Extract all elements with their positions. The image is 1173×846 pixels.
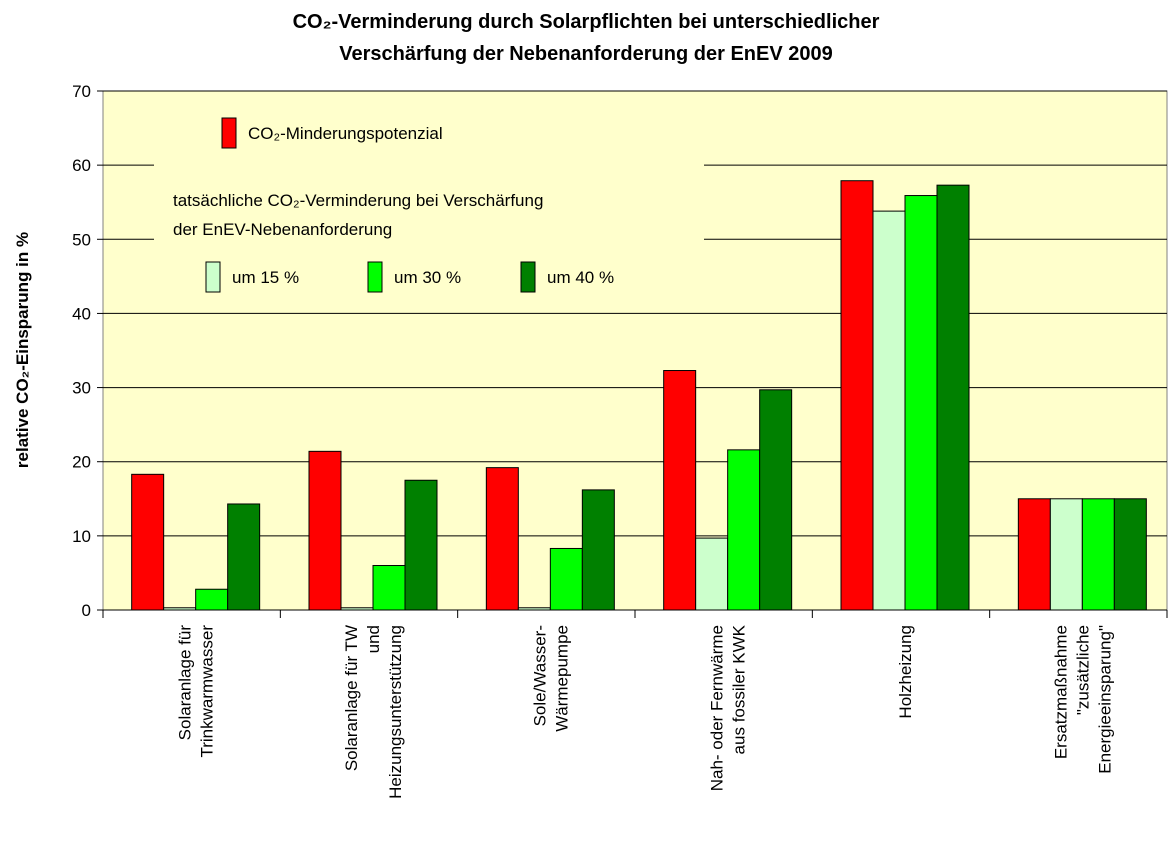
bar	[759, 389, 793, 611]
bar	[581, 489, 615, 611]
bar	[936, 184, 970, 611]
bar	[663, 370, 697, 611]
legend-label: CO₂-Minderungspotenzial	[248, 124, 443, 143]
bar	[549, 547, 583, 611]
bar	[727, 449, 761, 611]
x-tick-label: "zusätzliche	[1073, 625, 1092, 715]
x-tick-label: Solaranlage für	[176, 625, 195, 741]
legend-title: tatsächliche CO₂-Verminderung bei Versch…	[173, 191, 543, 210]
y-axis-label: relative CO₂-Einsparung in %	[13, 232, 32, 468]
legend-swatch	[221, 117, 237, 149]
bar	[1113, 498, 1147, 611]
bar	[404, 479, 438, 611]
bar	[131, 473, 165, 611]
bar	[340, 607, 374, 611]
x-tick-label: Sole/Wasser-	[530, 625, 549, 726]
legend-label: um 30 %	[394, 268, 461, 287]
y-tick-label: 70	[72, 82, 91, 101]
y-tick-label: 20	[72, 453, 91, 472]
chart-title: CO₂-Verminderung durch Solarpflichten be…	[293, 11, 880, 33]
legend-label: um 40 %	[547, 268, 614, 287]
bar	[1081, 498, 1115, 611]
legend-label: um 15 %	[232, 268, 299, 287]
y-tick-label: 30	[72, 379, 91, 398]
x-tick-label: Wärmepumpe	[552, 625, 571, 732]
bar	[372, 565, 406, 611]
bar	[227, 503, 261, 611]
bar	[872, 210, 906, 611]
x-tick-label: aus fossiler KWK	[730, 624, 749, 754]
x-tick-label: Ersatzmaßnahme	[1051, 625, 1070, 759]
bar	[195, 588, 229, 611]
y-tick-label: 0	[82, 601, 91, 620]
legend-swatch	[520, 261, 536, 293]
bar	[1049, 498, 1083, 611]
bar	[308, 450, 342, 611]
x-tick-label: Energieeinsparung"	[1095, 625, 1114, 774]
bar	[517, 607, 551, 611]
legend-title: der EnEV-Nebenanforderung	[173, 220, 392, 239]
x-tick-label: Heizungsunterstützung	[386, 625, 405, 799]
x-tick-label: Nah- oder Fernwärme	[708, 625, 727, 791]
x-tick-label: und	[364, 625, 383, 653]
bar	[904, 195, 938, 611]
legend-box	[154, 100, 704, 300]
chart-title: Verschärfung der Nebenanforderung der En…	[339, 43, 832, 65]
bar	[695, 537, 729, 611]
x-tick-label: Solaranlage für TW	[342, 625, 361, 771]
x-tick-label: Holzheizung	[896, 625, 915, 719]
y-tick-label: 40	[72, 304, 91, 323]
bar	[1017, 498, 1051, 611]
bar	[840, 180, 874, 611]
bar	[485, 467, 519, 611]
legend-swatch	[205, 261, 221, 293]
y-tick-label: 10	[72, 527, 91, 546]
legend-swatch	[367, 261, 383, 293]
x-tick-label: Trinkwarmwasser	[198, 625, 217, 758]
y-tick-label: 50	[72, 230, 91, 249]
y-tick-label: 60	[72, 156, 91, 175]
bar	[163, 607, 197, 611]
